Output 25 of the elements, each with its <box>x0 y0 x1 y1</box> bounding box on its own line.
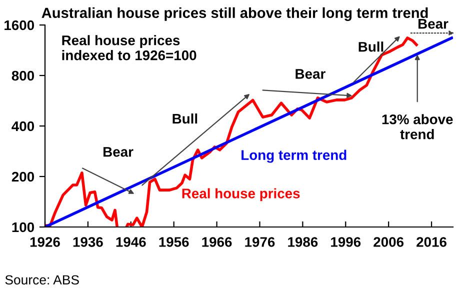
x-tick-label: 1986 <box>288 237 318 247</box>
y-tick-label: 100 <box>12 222 34 232</box>
series-label: Long term trend <box>242 150 346 163</box>
annotation: Bear <box>104 147 134 157</box>
x-tick-label: 1926 <box>30 237 60 247</box>
y-tick-label: 200 <box>12 172 34 182</box>
y-tick-label: 1600 <box>4 20 34 30</box>
y-axis-title: Real house prices indexed to 1926=100 <box>62 35 196 60</box>
series-label: Real house prices <box>182 188 300 202</box>
x-tick-label: 1936 <box>73 237 103 247</box>
y-tick-label: 800 <box>12 70 34 81</box>
annotation: Bull <box>172 113 198 124</box>
x-tick-label: 1996 <box>331 237 361 247</box>
x-tick-label: 1966 <box>202 237 232 247</box>
annotation: Bull <box>358 42 384 52</box>
x-tick-label: 2006 <box>374 237 404 247</box>
x-tick-label: 1976 <box>245 237 275 247</box>
y-tick-label: 400 <box>12 121 34 132</box>
x-tick-label: 1956 <box>159 237 189 247</box>
x-tick-label: 2016 <box>416 237 446 247</box>
annotation: 13% above trend <box>382 114 453 140</box>
annotation: Bear <box>296 69 326 79</box>
annotation: Bear <box>418 19 448 29</box>
source-note: Source: ABS <box>5 275 79 285</box>
x-tick-label: 1946 <box>116 237 146 247</box>
